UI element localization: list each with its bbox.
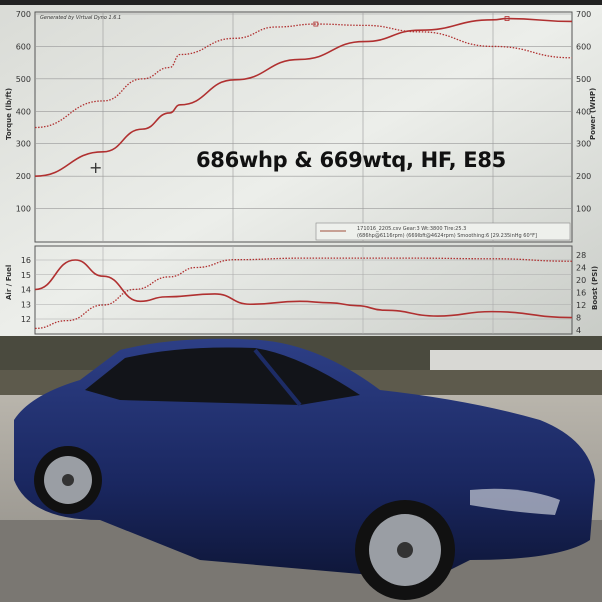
car-windows — [85, 347, 360, 405]
power-tick-label: 600 — [576, 42, 591, 51]
dyno-result-caption: 686whp & 669wtq, HF, E85 — [196, 148, 506, 172]
power-tick-label: 200 — [576, 172, 591, 181]
torque-tick-label: 200 — [16, 172, 31, 181]
boost-tick-label: 4 — [576, 326, 581, 335]
boost-tick-label: 16 — [576, 289, 586, 298]
torque-tick-label: 700 — [16, 10, 31, 19]
boost-tick-label: 20 — [576, 276, 586, 285]
grid-lines — [35, 12, 572, 334]
power-tick-label: 400 — [576, 107, 591, 116]
air-fuel-curve — [34, 259, 573, 319]
afr-tick-label: 16 — [21, 256, 31, 265]
boost-axis-label: Boost (PSI) — [591, 266, 599, 310]
afr-tick-label: 13 — [21, 300, 31, 309]
peak-marker — [313, 21, 319, 27]
torque-tick-label: 500 — [16, 75, 31, 84]
legend-line-1: 171016_2205.csv Gear:3 Wt:3800 Tire:25.3 — [357, 226, 466, 232]
dyno-sheet — [0, 0, 602, 336]
torque-tick-label: 100 — [16, 205, 31, 214]
torque-axis-label: Torque (lb/ft) — [5, 88, 13, 140]
afr-tick-label: 12 — [21, 315, 31, 324]
power-tick-label: 300 — [576, 140, 591, 149]
peak-marker — [504, 16, 510, 21]
power-tick-label: 700 — [576, 10, 591, 19]
torque-curve — [34, 23, 573, 129]
legend-line-2: (686hp@6116rpm) (669lbft@4624rpm) Smooth… — [357, 233, 537, 239]
boost-tick-label: 8 — [576, 314, 581, 323]
power-axis-label: Power (WHP) — [589, 88, 597, 140]
torque-tick-label: 600 — [16, 42, 31, 51]
power-curve — [34, 17, 573, 177]
afr-tick-label: 14 — [21, 286, 31, 295]
torque-tick-label: 300 — [16, 140, 31, 149]
car-photo — [0, 336, 602, 602]
boost-tick-label: 12 — [576, 301, 586, 310]
afr-tick-label: 15 — [21, 271, 31, 280]
boost-tick-label: 24 — [576, 264, 586, 273]
crosshair-cursor: + — [89, 158, 102, 177]
chart-title: Generated by Virtual Dyno 1.6.1 — [40, 15, 121, 21]
afr-axis-label: Air / Fuel — [5, 265, 13, 300]
boost-curve — [34, 257, 573, 330]
power-tick-label: 100 — [576, 205, 591, 214]
legend: 171016_2205.csv Gear:3 Wt:3800 Tire:25.3… — [315, 222, 571, 241]
torque-tick-label: 400 — [16, 107, 31, 116]
power-tick-label: 500 — [576, 75, 591, 84]
boost-tick-label: 28 — [576, 251, 586, 260]
